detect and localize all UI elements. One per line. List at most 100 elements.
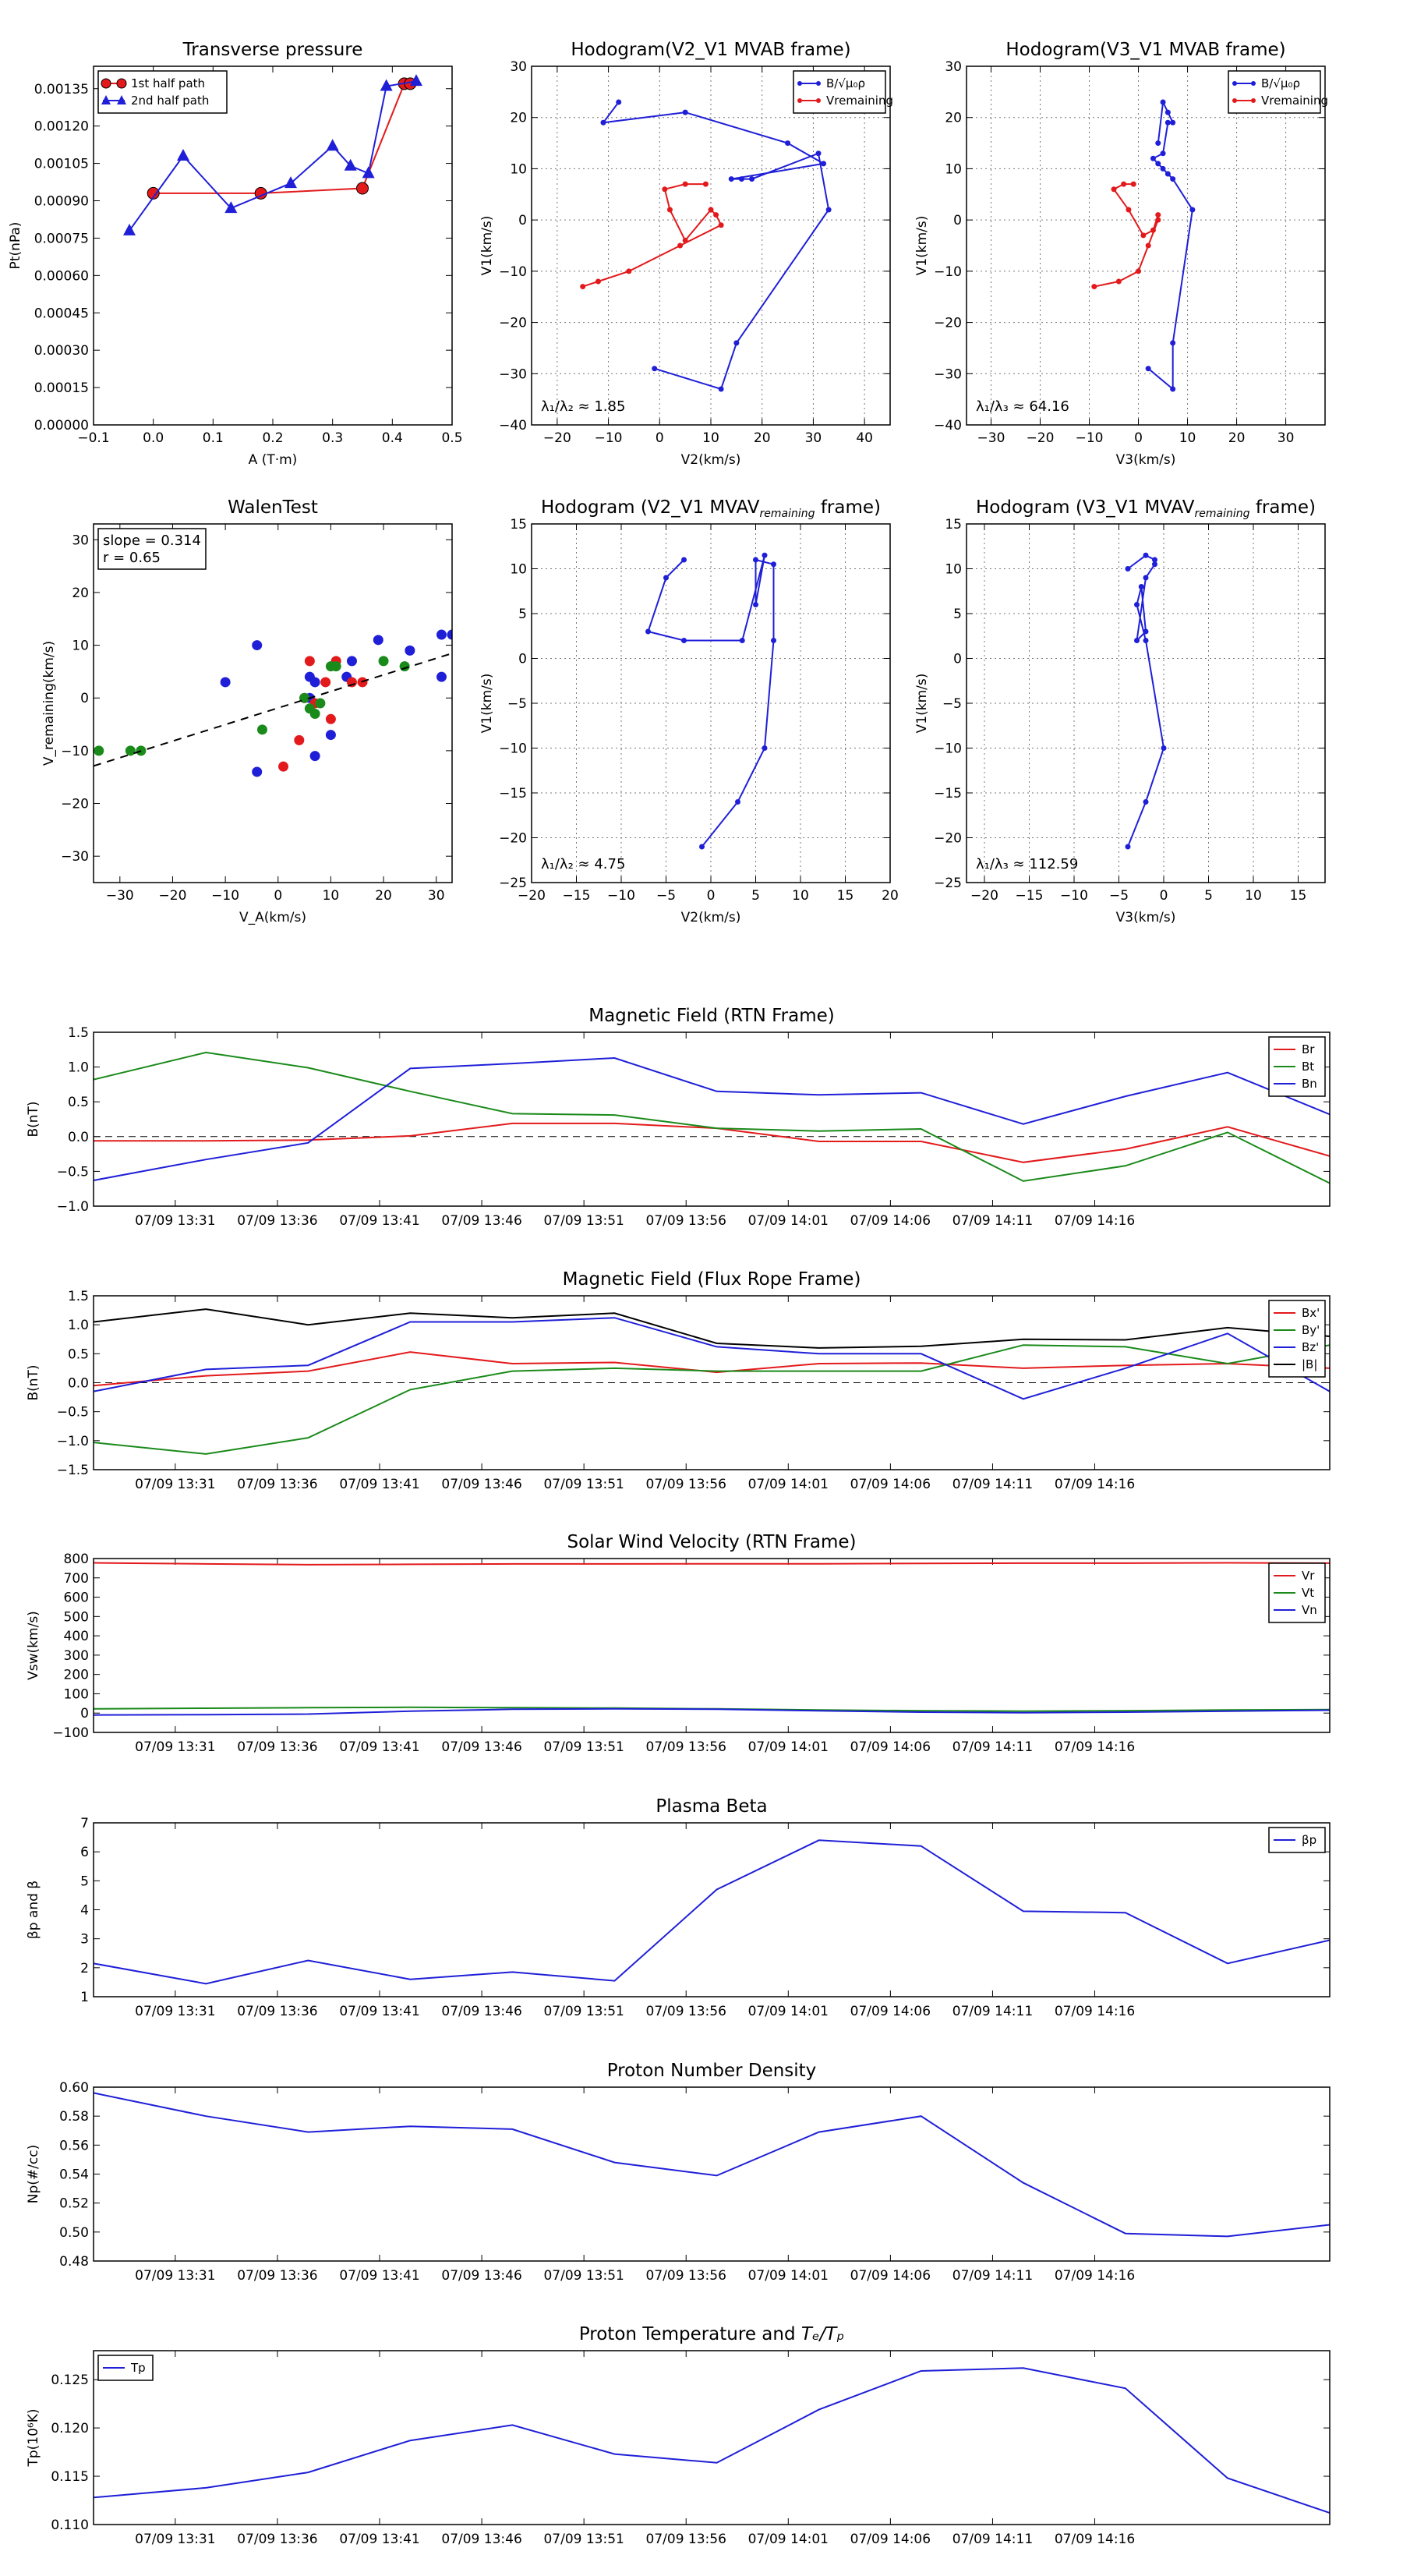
- y-tick-label: 1.5: [68, 1025, 89, 1041]
- y-tick-label: −20: [499, 316, 527, 331]
- data-point: [1143, 575, 1149, 581]
- data-point: [1150, 227, 1156, 233]
- data-point: [410, 74, 422, 87]
- y-tick-label: 10: [72, 639, 89, 654]
- legend-label: Bn: [1302, 1077, 1317, 1091]
- axes-frame: [93, 2350, 1331, 2525]
- x-tick-label: 07/09 13:46: [441, 1477, 521, 1492]
- y-tick-label: 0.5: [68, 1346, 89, 1362]
- x-tick-label: 07/09 14:01: [748, 1213, 829, 1229]
- y-tick-label: −100: [52, 1725, 89, 1741]
- y-tick-label: −25: [499, 876, 527, 891]
- chart-h3: Hodogram(V3_V1 MVAB frame) −40 −30 −20 −10 0 1…: [914, 40, 1328, 468]
- x-tick-label: 0.2: [262, 430, 283, 446]
- x-tick-label: 07/09 13:31: [135, 1477, 215, 1492]
- data-point: [771, 561, 776, 568]
- plot-area: [1125, 552, 1167, 850]
- y-tick-label: 300: [64, 1648, 89, 1664]
- x-tick-label: 07/09 13:41: [339, 1477, 419, 1492]
- x-tick-label: 15: [837, 888, 854, 904]
- axes-frame: [93, 1822, 1331, 1997]
- x-tick-label: −15: [1016, 888, 1044, 904]
- x-tick-label: 20: [375, 888, 392, 904]
- x-tick-label: 07/09 13:41: [339, 1213, 419, 1229]
- data-point: [1138, 584, 1144, 589]
- y-tick-label: 0.0: [68, 1130, 89, 1145]
- scatter-point-blue: [436, 671, 447, 682]
- data-point: [362, 166, 375, 179]
- x-tick-label: −20: [159, 888, 187, 904]
- x-tick-label: 10: [1245, 888, 1262, 904]
- data-point: [1155, 217, 1161, 223]
- legend-marker: [1251, 98, 1256, 103]
- y-tick-label: 0: [80, 691, 89, 706]
- data-point: [1170, 386, 1176, 392]
- y-tick-label: 600: [64, 1591, 89, 1606]
- y-tick-label: 7: [80, 1816, 89, 1831]
- legend-box: [97, 70, 228, 114]
- chart-np: Proton Number Density 0.48 0.50 0.52 0.54 0.5…: [26, 2061, 1331, 2284]
- plot-area: [94, 1562, 1330, 1716]
- y-tick-label: 0: [953, 652, 962, 667]
- data-point: [682, 181, 688, 187]
- x-tick-label: 0.0: [143, 430, 164, 446]
- y-tick-label: 0.00060: [34, 268, 89, 284]
- chart-title: Proton Temperature and Tₑ/Tₚ: [579, 2324, 844, 2344]
- x-tick-label: 5: [1204, 888, 1213, 904]
- chart-b_rtn: Magnetic Field (RTN Frame) −1.0 −0.5 0.0 0.5…: [26, 1006, 1331, 1229]
- y-tick-label: 400: [64, 1629, 89, 1644]
- data-point: [147, 186, 160, 200]
- y-tick-label: −1.5: [57, 1463, 89, 1478]
- x-tick-label: −20: [1027, 430, 1055, 446]
- data-point: [815, 150, 822, 157]
- chart-tp: Transverse pressure 0.00000 0.00015 0.00030…: [8, 40, 463, 468]
- x-tick-label: 07/09 14:11: [952, 1739, 1033, 1755]
- chart-walen: WalenTest −30 −20 −10 0 10 20 30 V_remaining(km/…: [41, 497, 453, 925]
- y-tick-label: 0: [953, 213, 962, 228]
- y-tick-label: −15: [499, 786, 527, 801]
- y-tick-label: −1.0: [57, 1199, 89, 1215]
- y-tick-label: 0.58: [59, 2109, 89, 2125]
- x-tick-label: −15: [563, 888, 591, 904]
- data-point: [1134, 602, 1140, 607]
- y-tick-label: 30: [945, 59, 962, 75]
- x-tick-label: 07/09 13:36: [237, 1477, 317, 1492]
- x-tick-label: 07/09 13:56: [646, 1739, 726, 1755]
- series-line-|B|: [94, 1308, 1330, 1349]
- scatter-point-blue: [252, 766, 263, 777]
- x-tick-label: 07/09 13:31: [135, 2532, 215, 2547]
- y-tick-label: 0.00015: [34, 380, 89, 396]
- y-tick-label: −40: [934, 418, 962, 433]
- y-tick-label: −0.5: [57, 1405, 89, 1421]
- data-point: [224, 201, 238, 214]
- chart-h3v: Hodogram (V3_V1 MVAVremaining frame)−25−…: [914, 497, 1326, 925]
- legend-label: Vn: [1302, 1603, 1317, 1617]
- x-tick-label: 07/09 13:56: [646, 1213, 726, 1229]
- y-tick-label: −5: [507, 696, 527, 712]
- x-tick-label: 20: [882, 888, 899, 904]
- y-tick-label: 4: [80, 1903, 89, 1919]
- stats-text: r = 0.65: [103, 550, 161, 566]
- data-point: [739, 638, 745, 643]
- chart-tp_temp: Proton Temperature and Tₑ/Tₚ 0.110 0.115 0.…: [26, 2324, 1331, 2547]
- data-point: [1130, 181, 1136, 187]
- x-axis-label: A (T·m): [249, 452, 298, 468]
- legend-label: Vremaining: [826, 94, 893, 108]
- x-tick-label: 07/09 14:01: [748, 1477, 829, 1492]
- y-tick-label: 0.5: [68, 1095, 89, 1110]
- x-tick-label: 07/09 14:16: [1055, 1477, 1135, 1492]
- x-tick-label: 07/09 14:01: [748, 2004, 829, 2019]
- y-tick-label: −10: [934, 741, 962, 757]
- series-line-blue: [94, 2092, 1330, 2238]
- legend-label: 1st half path: [131, 76, 205, 90]
- data-point: [580, 284, 586, 290]
- x-tick-label: 07/09 13:31: [135, 2268, 215, 2284]
- legend-box: [1228, 70, 1321, 114]
- legend-label: Vremaining: [1261, 94, 1328, 108]
- axes-frame: [93, 1295, 1331, 1470]
- y-tick-label: 20: [72, 586, 89, 601]
- scatter-point-red: [320, 677, 331, 688]
- series-line-Bx': [94, 1351, 1330, 1387]
- data-point: [749, 176, 755, 182]
- scatter-point-red: [294, 734, 305, 745]
